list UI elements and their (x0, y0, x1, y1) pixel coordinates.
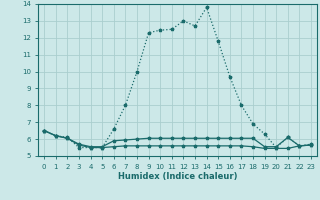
X-axis label: Humidex (Indice chaleur): Humidex (Indice chaleur) (118, 172, 237, 181)
